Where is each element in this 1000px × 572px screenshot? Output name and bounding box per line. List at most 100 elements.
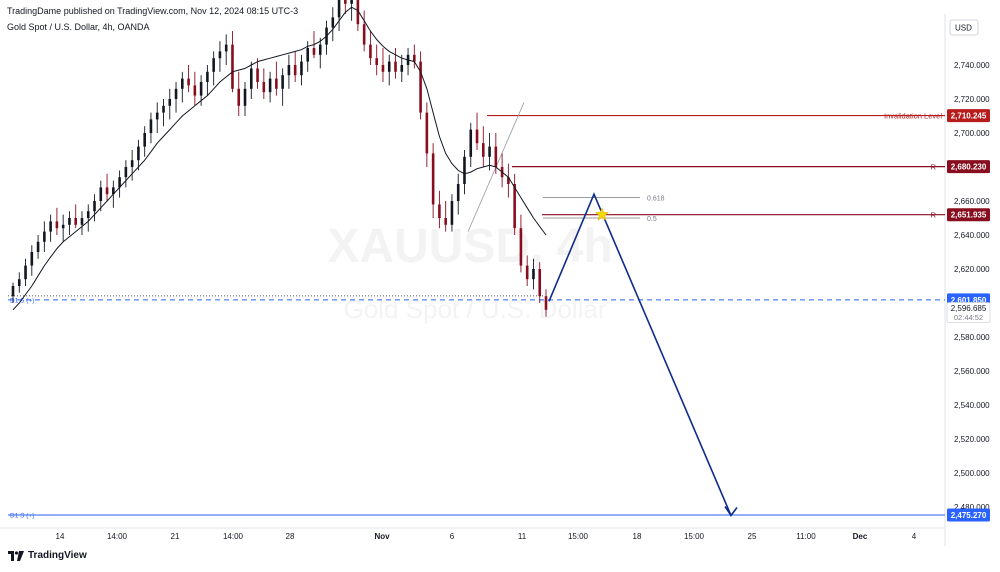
x-tick-label: 28 bbox=[286, 532, 295, 541]
current-price-label: 2,596.685 bbox=[951, 304, 987, 313]
candle-body bbox=[369, 44, 372, 59]
candle-body bbox=[174, 88, 178, 99]
candles bbox=[11, 0, 548, 317]
fib-label: 0.5 bbox=[647, 216, 657, 223]
candle-body bbox=[206, 71, 209, 82]
candle-body bbox=[24, 265, 27, 280]
candle-body bbox=[118, 177, 121, 188]
candle-body bbox=[137, 146, 140, 161]
candle-body bbox=[318, 44, 322, 55]
x-tick-label: 11 bbox=[518, 532, 527, 541]
candle-body bbox=[481, 143, 485, 157]
x-tick-label: 15:00 bbox=[568, 532, 589, 541]
candle-body bbox=[68, 218, 71, 225]
price-tag-r1-bg bbox=[947, 160, 990, 174]
candle-body bbox=[86, 211, 90, 218]
x-tick-label: 21 bbox=[171, 532, 180, 541]
x-tick-label: 6 bbox=[450, 532, 455, 541]
candle-body bbox=[513, 184, 516, 229]
candle-body bbox=[61, 224, 65, 229]
candle-body bbox=[43, 231, 46, 242]
candle-body bbox=[143, 133, 146, 147]
candle-body bbox=[36, 241, 40, 252]
price-tag-support-upper: 2,601.850 bbox=[951, 296, 987, 305]
candle-body bbox=[413, 54, 416, 62]
resistance-label-1: R bbox=[931, 163, 937, 172]
candle-body bbox=[275, 78, 278, 89]
x-axis-ticks: 14 14:00 21 14:00 28 Nov 6 11 15:00 18 15:00 25 11:0… bbox=[56, 532, 917, 541]
candle-body bbox=[394, 61, 397, 72]
candle-body bbox=[130, 160, 134, 167]
x-tick-label: Dec bbox=[853, 532, 868, 541]
x-tick-label: 11:00 bbox=[796, 532, 816, 541]
y-axis-ticks: 2,740.0002,720.0002,700.0002,680.0002,66… bbox=[954, 61, 990, 512]
currency-box bbox=[949, 19, 979, 36]
candle-body bbox=[30, 252, 34, 266]
y-tick-label: 2,620.000 bbox=[954, 265, 990, 274]
candle-body bbox=[293, 65, 297, 76]
price-tag-invalidation: 2,710.245 bbox=[951, 112, 987, 121]
candle-body bbox=[507, 177, 510, 184]
candle-body bbox=[525, 265, 529, 280]
moving-average-line bbox=[12, 6, 547, 311]
resistance-label-2: R bbox=[931, 211, 937, 220]
fib-label: 0.618 bbox=[647, 196, 665, 203]
candle-body bbox=[287, 65, 291, 76]
candle-body bbox=[256, 68, 259, 82]
candle-body bbox=[74, 218, 78, 225]
candle-body bbox=[155, 112, 159, 120]
countdown-label: 02:44:52 bbox=[954, 313, 983, 322]
candle-body bbox=[11, 286, 15, 297]
tradingview-logo[interactable]: TradingView bbox=[8, 550, 87, 561]
candle-body bbox=[300, 61, 303, 76]
candle-body bbox=[80, 218, 84, 225]
candle-body bbox=[149, 119, 153, 133]
invalidation-label: Invalidation Level bbox=[884, 112, 942, 121]
watermark-name: Gold Spot / U.S. Dollar bbox=[344, 294, 607, 324]
candle-body bbox=[488, 146, 491, 157]
y-tick-label: 2,700.000 bbox=[954, 129, 990, 138]
candle-body bbox=[538, 269, 542, 297]
candle-body bbox=[350, 0, 353, 4]
candle-body bbox=[475, 129, 479, 144]
candle-body bbox=[224, 44, 228, 52]
y-tick-label: 2,560.000 bbox=[954, 367, 990, 376]
y-tick-label: 2,720.000 bbox=[954, 95, 990, 104]
candle-body bbox=[17, 279, 21, 286]
candle-body bbox=[306, 48, 310, 62]
candle-body bbox=[262, 82, 266, 93]
brand-label: TradingView bbox=[28, 550, 87, 561]
candle-body bbox=[431, 153, 435, 205]
candle-body bbox=[362, 24, 366, 45]
candle-body bbox=[444, 218, 447, 225]
candle-body bbox=[425, 112, 429, 154]
y-tick-label: 2,640.000 bbox=[954, 231, 990, 240]
y-tick-label: 2,520.000 bbox=[954, 435, 990, 444]
x-tick-label: 14:00 bbox=[223, 532, 244, 541]
candle-body bbox=[187, 78, 190, 86]
projection-arrowhead bbox=[724, 506, 738, 517]
candle-body bbox=[93, 201, 96, 212]
y-tick-label: 2,580.000 bbox=[954, 333, 990, 342]
fib-levels: 0.618 0.5 bbox=[543, 196, 665, 223]
candle-body bbox=[231, 44, 234, 89]
candle-body bbox=[356, 0, 360, 25]
candle-body bbox=[55, 221, 59, 229]
candle-body bbox=[456, 184, 460, 201]
candle-body bbox=[463, 156, 466, 184]
star-icon bbox=[595, 207, 609, 221]
candle-body bbox=[450, 201, 454, 225]
x-tick-label: 15:00 bbox=[684, 532, 705, 541]
candle-body bbox=[519, 228, 523, 266]
candle-body bbox=[331, 17, 335, 28]
x-tick-label: 14 bbox=[56, 532, 65, 541]
support-label-lower: D1 S (+) bbox=[10, 513, 34, 520]
publisher-line: TradingDame published on TradingView.com… bbox=[7, 6, 299, 16]
candle-body bbox=[218, 51, 222, 59]
tradingview-logo-icon bbox=[8, 550, 24, 561]
x-tick-label: 25 bbox=[748, 532, 757, 541]
candle-body bbox=[532, 269, 535, 280]
y-tick-label: 2,660.000 bbox=[954, 197, 990, 206]
